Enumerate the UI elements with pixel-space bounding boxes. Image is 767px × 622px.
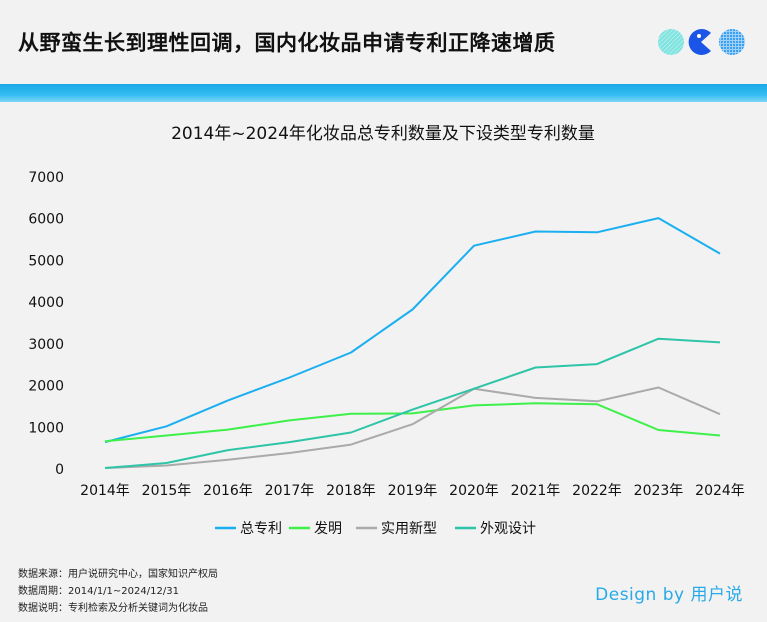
- x-tick-label: 2021年: [511, 483, 561, 499]
- footer-notes: 数据来源：用户说研究中心，国家知识产权局 数据周期：2014/1/1~2024/…: [18, 566, 218, 617]
- logo-pacman-shape: [688, 29, 711, 55]
- x-tick-label: 2015年: [142, 483, 192, 499]
- y-tick-label: 2000: [28, 379, 64, 395]
- x-tick-label: 2016年: [203, 483, 253, 499]
- data-source-note: 数据来源：用户说研究中心，国家知识产权局: [18, 569, 218, 580]
- legend-label: 发明: [314, 521, 342, 537]
- logo-circle-striped: [658, 29, 684, 55]
- legend-label: 实用新型: [381, 521, 437, 537]
- data-description-note: 数据说明：专利检索及分析关键词为化妆品: [18, 603, 208, 614]
- x-tick-label: 2018年: [326, 483, 376, 499]
- accent-bar: [0, 84, 767, 102]
- y-tick-label: 0: [55, 462, 64, 478]
- y-tick-label: 1000: [28, 420, 64, 436]
- page-header: 从野蛮生长到理性回调，国内化妆品申请专利正降速增质: [0, 0, 767, 84]
- x-tick-label: 2020年: [449, 483, 499, 499]
- x-tick-label: 2017年: [265, 483, 315, 499]
- series-line-1: [104, 402, 721, 443]
- design-credit: Design by 用户说: [595, 585, 743, 605]
- y-tick-label: 5000: [28, 253, 64, 269]
- x-tick-label: 2014年: [80, 483, 130, 499]
- y-tick-label: 4000: [28, 295, 64, 311]
- data-period-note: 数据周期：2014/1/1~2024/12/31: [18, 586, 179, 597]
- series-line-3: [104, 337, 721, 469]
- y-tick-label: 7000: [28, 170, 64, 186]
- y-tick-label: 3000: [28, 337, 64, 353]
- y-tick-label: 6000: [28, 212, 64, 228]
- series-line-0: [104, 217, 721, 444]
- x-tick-label: 2024年: [695, 483, 745, 499]
- line-chart: 2014年~2024年化妆品总专利数量及下设类型专利数量 0 1000 2000 300…: [28, 124, 745, 537]
- x-tick-label: 2022年: [572, 483, 622, 499]
- page-title: 从野蛮生长到理性回调，国内化妆品申请专利正降速增质: [18, 31, 556, 55]
- legend-label: 总专利: [240, 521, 282, 537]
- series-line-2: [104, 386, 721, 469]
- logo-circle-grid: [719, 29, 745, 55]
- x-tick-label: 2019年: [388, 483, 438, 499]
- chart-title: 2014年~2024年化妆品总专利数量及下设类型专利数量: [171, 124, 595, 144]
- brand-logo: [658, 29, 745, 55]
- legend-label: 外观设计: [480, 521, 536, 537]
- x-tick-label: 2023年: [634, 483, 684, 499]
